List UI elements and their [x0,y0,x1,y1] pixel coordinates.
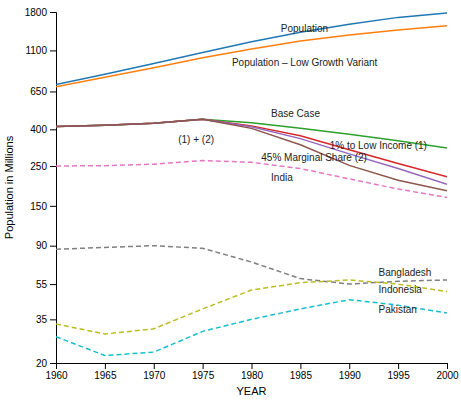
tick: 1965 [94,363,117,381]
tick: 20 [36,358,56,369]
tick: 1980 [241,363,264,381]
series-line [56,280,447,334]
x-axis-title: YEAR [237,385,267,397]
annotation: Bangladesh [379,267,432,278]
plot: 1960 1965 1970 1975 1980 1985 1990 1995 2000 20 35… [25,7,459,381]
tick-mark [50,284,56,285]
tick-mark [50,246,56,247]
tick-label: 1970 [143,370,166,381]
tick: 1970 [143,363,166,381]
tick-label: 35 [36,314,48,325]
annotation: Population [281,23,328,34]
tick-label: 2000 [436,370,459,381]
tick-label: 1800 [25,7,48,18]
tick-label: 1975 [192,370,215,381]
tick-label: 1985 [290,370,313,381]
tick-mark [447,363,448,369]
tick-label: 90 [36,240,48,251]
tick-label: 1990 [339,370,362,381]
annotations: Population Population – Low Growth Varian… [178,23,431,315]
tick-mark [50,206,56,207]
tick-label: 1995 [388,370,411,381]
tick-label: 400 [30,124,47,135]
tick: 1990 [339,363,362,381]
tick: 1100 [25,45,56,56]
tick-mark [50,91,56,92]
tick-mark [50,319,56,320]
tick: 55 [36,279,56,290]
tick-mark [50,12,56,13]
tick-label: 55 [36,279,48,290]
tick-mark [203,363,204,369]
tick-label: 1965 [94,370,117,381]
tick: 650 [30,86,56,97]
series-line [56,161,447,198]
tick-mark [252,363,253,369]
series-line [56,119,447,190]
x-axis: 1960 1965 1970 1975 1980 1985 1990 1995 2000 [45,363,459,381]
tick-mark [50,166,56,167]
axis-line [57,364,448,370]
annotation: 45% Marginal Share (2) [261,152,367,163]
axis-line [50,13,57,364]
series-line [56,26,447,87]
tick-label: 1980 [241,370,264,381]
series-line [56,300,447,356]
tick: 250 [30,161,56,172]
annotation: India [271,172,293,183]
tick: 1985 [290,363,313,381]
lines [56,13,447,356]
tick-label: 1960 [45,370,68,381]
y-axis-title: Population in Millions [3,135,15,239]
tick: 1800 [25,7,56,18]
tick-mark [349,363,350,369]
annotation: Indonesia [379,284,423,295]
tick: 35 [36,314,56,325]
tick-label: 1100 [25,45,47,56]
tick: 1960 [45,363,68,381]
tick: 1975 [192,363,215,381]
tick-mark [398,363,399,369]
tick-label: 250 [30,161,47,172]
tick-mark [50,363,56,364]
series-line [56,246,447,284]
tick: 400 [30,124,56,135]
tick-mark [300,363,301,369]
tick: 1995 [388,363,411,381]
tick-mark [50,50,56,51]
annotation: (1) + (2) [178,134,214,145]
y-axis: 20 35 55 90 150 250 400 650 1100 1800 [25,7,57,369]
annotation: Pakistan [379,304,417,315]
annotation: 1% to Low Income (1) [330,140,427,151]
tick-mark [50,129,56,130]
tick: 150 [30,201,56,212]
tick-mark [105,363,106,369]
chart: 1960 1965 1970 1975 1980 1985 1990 1995 2000 20 35… [0,0,461,401]
tick-label: 20 [36,358,48,369]
tick-label: 650 [30,86,47,97]
annotation: Base Case [271,108,320,119]
tick-mark [154,363,155,369]
tick: 2000 [436,363,459,381]
tick-label: 150 [30,201,47,212]
tick: 90 [36,240,56,251]
annotation: Population – Low Growth Variant [232,57,378,68]
